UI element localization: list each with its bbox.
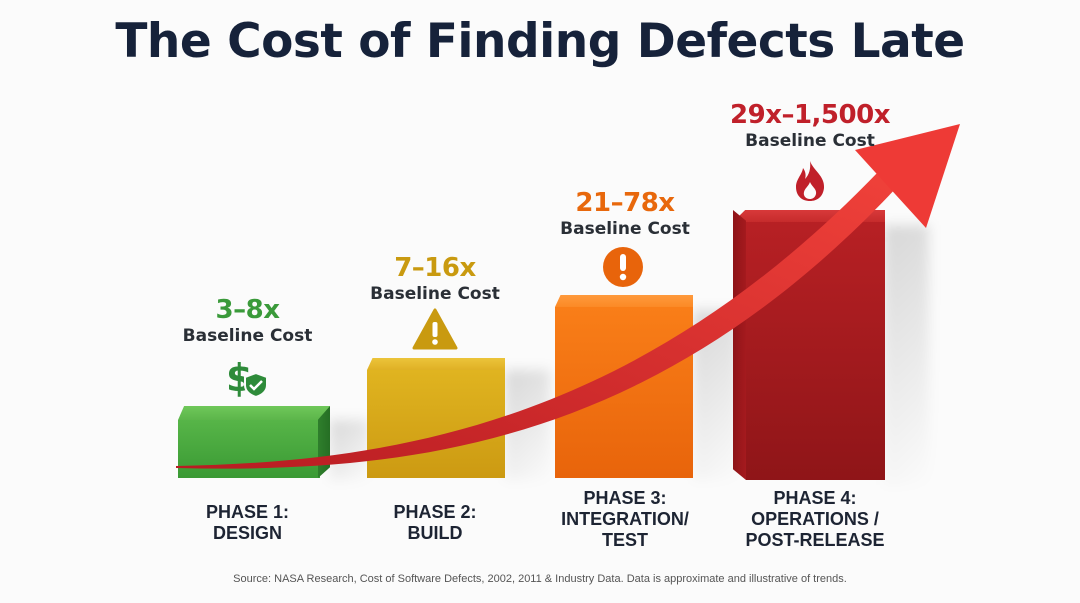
fire-icon (796, 161, 825, 201)
phase-3-line3: TEST (601, 530, 648, 550)
phase-2-line2: BUILD (407, 523, 463, 543)
multiplier-phase-3: 21–78x (575, 188, 675, 218)
baseline-label-phase-2: Baseline Cost (370, 284, 500, 304)
bar-phase-4 (733, 210, 885, 480)
value-label-phase-3: 21–78x Baseline Cost (540, 188, 710, 240)
multiplier-phase-4: 29x–1,500x (730, 100, 890, 130)
baseline-label-phase-4: Baseline Cost (745, 131, 875, 151)
bar-shadow (330, 420, 370, 480)
source-note: Source: NASA Research, Cost of Software … (233, 573, 847, 585)
phase-2-line1: PHASE 2: (393, 502, 477, 522)
phase-1-line1: PHASE 1: (205, 502, 290, 522)
phase-label-2: PHASE 2: BUILD (355, 502, 515, 544)
phase-3-line2: INTEGRATION/ (561, 509, 689, 529)
phase-label-4: PHASE 4: OPERATIONS / POST-RELEASE (715, 488, 915, 551)
phase-4-line2: OPERATIONS / (751, 509, 879, 529)
chart-title: The Cost of Finding Defects Late (115, 14, 965, 69)
multiplier-phase-1: 3–8x (215, 295, 280, 325)
value-label-phase-4: 29x–1,500x Baseline Cost (710, 100, 910, 152)
baseline-label-phase-1: Baseline Cost (182, 326, 313, 346)
bar-shadow (884, 225, 929, 485)
dollar-shield-icon: $ (226, 356, 268, 399)
baseline-label-phase-3: Baseline Cost (560, 219, 690, 239)
phase-4-line1: PHASE 4: (773, 488, 857, 508)
exclamation-circle-icon (603, 247, 643, 287)
phase-1-line2: DESIGN (212, 523, 282, 543)
multiplier-phase-2: 7–16x (394, 253, 476, 283)
phase-4-line3: POST-RELEASE (745, 530, 885, 550)
value-label-phase-2: 7–16x Baseline Cost (350, 253, 520, 305)
warning-triangle-icon (412, 308, 458, 350)
phase-label-1: PHASE 1: DESIGN (165, 502, 330, 544)
value-label-phase-1: 3–8x Baseline Cost (165, 295, 330, 347)
phase-3-line1: PHASE 3: (583, 488, 667, 508)
phase-label-3: PHASE 3: INTEGRATION/ TEST (540, 488, 710, 551)
